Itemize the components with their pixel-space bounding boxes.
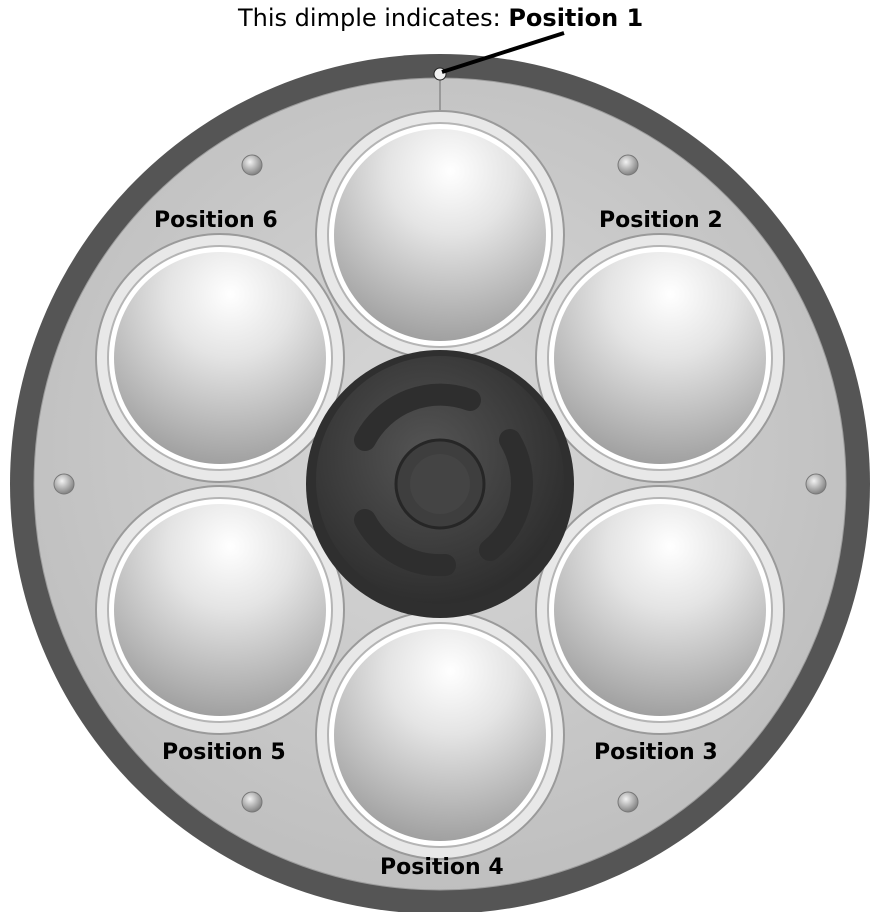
position-6-label: Position 6	[154, 208, 278, 233]
caption-prefix: This dimple indicates:	[238, 4, 509, 32]
filter-cup-position-6	[95, 233, 345, 483]
dimple-caption: This dimple indicates: Position 1	[238, 6, 643, 30]
position-4-label: Position 4	[380, 855, 504, 880]
position-3-label: Position 3	[594, 740, 718, 765]
center-hub	[306, 350, 574, 618]
screw	[241, 791, 263, 813]
filter-cup-position-4	[315, 610, 565, 860]
screw	[805, 473, 827, 495]
screw	[617, 154, 639, 176]
filter-cup-position-3	[535, 485, 785, 735]
screw	[617, 791, 639, 813]
screws	[53, 154, 827, 813]
position-5-label: Position 5	[162, 740, 286, 765]
filter-cup-position-2	[535, 233, 785, 483]
caption-target: Position 1	[508, 4, 644, 32]
filter-cup-position-5	[95, 485, 345, 735]
dimple-pointer-line	[441, 31, 565, 74]
position-2-label: Position 2	[599, 208, 723, 233]
screw	[241, 154, 263, 176]
screw	[53, 473, 75, 495]
filter-cup-position-1	[315, 110, 565, 360]
